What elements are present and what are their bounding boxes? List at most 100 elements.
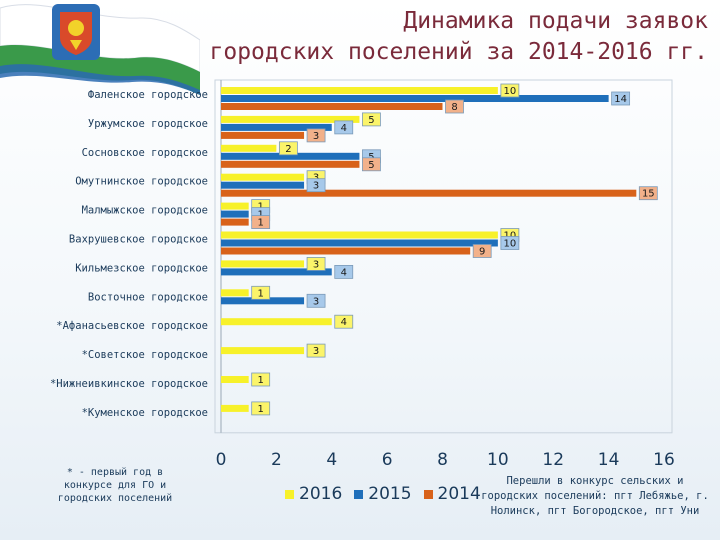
data-label-box	[306, 256, 326, 271]
bar-2016	[221, 87, 498, 94]
legend-label-2015: 2015	[368, 484, 412, 504]
bar-2016	[221, 173, 305, 181]
bar-2015	[221, 268, 332, 276]
bar-2014	[221, 247, 471, 255]
category-label: Сосновское городское	[82, 147, 208, 159]
data-label: 10	[504, 231, 517, 242]
data-label-box	[251, 215, 271, 230]
data-label-box	[306, 293, 326, 308]
x-tick-label: 0	[216, 450, 227, 470]
data-label-box	[362, 112, 381, 127]
bar-2016	[221, 318, 332, 326]
category-label: *Куменское городское	[82, 407, 208, 419]
bar-2016	[221, 115, 360, 123]
data-label: 3	[313, 173, 319, 184]
data-label-box	[306, 343, 326, 358]
title-line-1: Динамика подачи заявок	[403, 8, 708, 34]
category-label: *Советское городское	[82, 349, 208, 361]
bar-2015	[221, 95, 609, 102]
x-tick-label: 10	[487, 450, 509, 470]
transition-note: Перешли в конкурс сельских и городских п…	[481, 475, 709, 517]
category-label: Фаленское городское	[88, 89, 208, 101]
legend-swatch-2016	[285, 489, 294, 499]
kirov-oblast-flag	[0, 4, 200, 95]
title-line-2: городских поселений за 2014-2016 гг.	[209, 39, 709, 65]
bar-2016	[221, 289, 249, 297]
data-label: 3	[313, 181, 319, 192]
x-axis-ticks: 0 2 4 6 8 10 12 14 16	[216, 450, 675, 470]
data-label: 1	[258, 210, 264, 221]
bar-2015	[221, 181, 305, 189]
data-label-box	[334, 314, 354, 329]
x-tick-label: 16	[653, 450, 675, 470]
data-label: 3	[313, 346, 319, 357]
bar-2015	[221, 152, 360, 160]
data-label: 4	[341, 123, 347, 134]
data-label-box	[306, 128, 326, 143]
data-label: 10	[504, 239, 517, 250]
x-tick-label: 2	[271, 450, 282, 470]
legend-item-2014: 2014	[423, 484, 481, 504]
data-label: 8	[451, 102, 457, 113]
legend-item-2016: 2016	[285, 484, 342, 504]
data-label-box	[334, 120, 354, 135]
category-labels: Фаленское городское Уржумское городское Со…	[50, 89, 208, 419]
bar-2015	[221, 239, 498, 247]
footnote: * - первый год в конкурсе для ГО и город…	[57, 467, 173, 504]
data-label: 4	[341, 267, 347, 278]
category-label: *Нижнеивкинское городское	[50, 378, 208, 390]
x-tick-label: 14	[598, 450, 620, 470]
data-label: 1	[258, 288, 264, 299]
legend-item-2015: 2015	[354, 484, 412, 504]
data-label: 1	[258, 202, 264, 213]
data-label: 15	[642, 189, 655, 200]
legend-swatch-2014	[423, 489, 433, 499]
data-label-box	[251, 285, 271, 300]
legend-label-2014: 2014	[437, 484, 481, 504]
x-tick-label: 4	[326, 450, 337, 470]
data-label-box	[611, 91, 631, 106]
bar-2015	[221, 297, 305, 305]
data-label: 10	[504, 86, 517, 97]
bar-2014	[221, 160, 360, 168]
data-label: 3	[313, 131, 319, 142]
bar-2014	[221, 131, 305, 139]
bar-2016	[221, 144, 277, 152]
data-label: 3	[313, 259, 319, 270]
bar-2016	[221, 260, 305, 268]
data-label-box	[500, 236, 520, 250]
data-label: 2	[285, 144, 291, 155]
bars	[221, 87, 637, 412]
plot-area-border	[214, 79, 673, 434]
bar-2016	[221, 404, 249, 412]
bar-2016	[221, 347, 305, 355]
x-tick-label: 8	[437, 450, 448, 470]
category-label: Вахрушевское городское	[69, 234, 208, 246]
data-label-box	[306, 178, 326, 193]
data-label: 3	[313, 296, 319, 307]
data-label: 14	[614, 94, 627, 105]
data-label: 9	[479, 247, 485, 258]
data-label-box	[362, 157, 381, 172]
category-label: Кильмезское городское	[75, 262, 208, 274]
bar-2016	[221, 202, 249, 210]
chart-legend: 2016 2015 2014	[285, 484, 481, 504]
data-label: 1	[258, 404, 264, 415]
category-label: Восточное городское	[88, 291, 208, 303]
x-tick-label: 6	[382, 450, 393, 470]
data-label-box	[500, 83, 520, 98]
page-title: Динамика подачи заявок городских поселен…	[188, 6, 709, 68]
category-label: Малмыжское городское	[82, 205, 208, 217]
data-label-box	[278, 141, 298, 156]
data-label: 5	[368, 160, 374, 171]
legend-swatch-2015	[354, 489, 364, 499]
legend-label-2016: 2016	[299, 484, 343, 504]
data-label-box	[334, 264, 354, 279]
x-tick-label: 12	[542, 450, 564, 470]
data-label-box	[445, 99, 464, 114]
bar-2014	[221, 218, 249, 226]
data-label: 5	[368, 152, 374, 163]
category-label: Уржумское городское	[88, 118, 208, 130]
